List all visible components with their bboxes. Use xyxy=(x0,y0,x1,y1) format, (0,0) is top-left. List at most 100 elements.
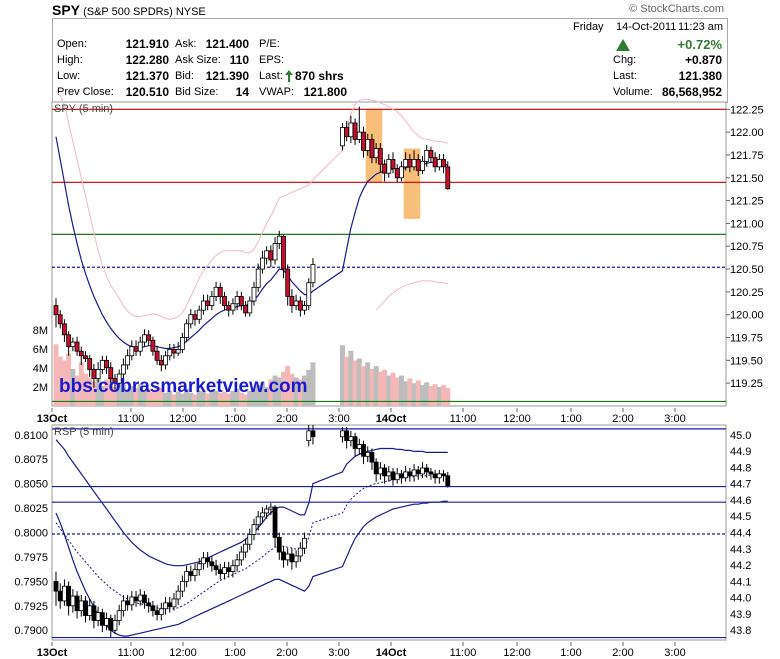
candle-body xyxy=(289,553,295,563)
volume-bar xyxy=(419,385,425,406)
volume-bar xyxy=(403,381,409,406)
candle-body xyxy=(91,605,97,621)
candle-body xyxy=(108,367,114,380)
candle-body xyxy=(356,131,362,140)
y-tick-label-right: 44.4 xyxy=(730,528,751,540)
plot-area xyxy=(51,101,727,407)
up-arrow-small-icon xyxy=(285,70,293,85)
candle-body xyxy=(192,569,198,576)
high-value: 122.280 xyxy=(125,53,169,67)
last-size-label: Last: xyxy=(259,70,283,82)
y-tick-label-left: 0.8000 xyxy=(14,528,48,540)
x-tick-label: 11:00 xyxy=(450,647,477,659)
candle-body xyxy=(209,561,215,567)
candle-body xyxy=(150,605,156,612)
volume-bar xyxy=(91,381,97,406)
volume-bar xyxy=(78,362,84,406)
y-tick-label: 121.50 xyxy=(730,173,764,185)
volume-bar xyxy=(82,373,88,406)
x-tick-label: 2:00 xyxy=(276,647,297,659)
volume-bar xyxy=(217,392,223,406)
candle-body xyxy=(104,359,109,369)
candle-body xyxy=(377,467,383,475)
candle-body xyxy=(373,148,379,159)
x-tick-label: 3:00 xyxy=(328,413,349,425)
volume-bar xyxy=(259,382,265,406)
x-tick-label: 1:00 xyxy=(224,647,245,659)
x-tick-label: 12:00 xyxy=(169,647,197,659)
candle-body xyxy=(281,551,286,561)
y-tick-label: 120.75 xyxy=(730,241,764,253)
candle-body xyxy=(209,296,215,306)
candle-body xyxy=(146,602,152,607)
candle-body xyxy=(217,286,223,297)
x-axis-top: 13Oct 11:00 12:00 1:00 2:00 3:00 14Oct 11:00 12:… xyxy=(37,408,686,425)
last-size-value: 870 shrs xyxy=(295,69,344,83)
candle-body xyxy=(74,341,80,352)
volume-bar xyxy=(108,377,114,406)
candle-body xyxy=(436,473,442,479)
candle-body xyxy=(352,436,358,449)
prev-close-label: Prev Close: xyxy=(57,86,114,98)
volume-tick-label: 4M xyxy=(33,363,48,375)
candle-body xyxy=(399,473,404,479)
volume-bar xyxy=(441,385,447,406)
candle-body xyxy=(142,594,147,604)
candle-body xyxy=(352,122,358,140)
volume-bar xyxy=(112,387,118,406)
candle-body xyxy=(420,467,425,475)
candle-body xyxy=(310,264,316,284)
candle-body xyxy=(403,159,409,168)
candle-body xyxy=(62,585,67,602)
volume-bar xyxy=(264,387,270,406)
candle-body xyxy=(260,512,265,518)
candle-body xyxy=(196,563,202,571)
volume-bar xyxy=(53,344,59,406)
volume-bar xyxy=(66,353,72,406)
volume-bar xyxy=(310,362,316,406)
candle-body xyxy=(348,122,354,138)
candle-body xyxy=(154,350,160,361)
volume-bar xyxy=(222,391,227,406)
candle-body xyxy=(340,127,345,147)
candle-body xyxy=(445,475,451,486)
volume-bar xyxy=(125,388,131,406)
volume-bar xyxy=(272,375,278,406)
volume-bar xyxy=(251,387,257,406)
candle-body xyxy=(268,250,274,261)
candle-body xyxy=(356,444,362,449)
candle-body xyxy=(184,571,189,582)
candle-body xyxy=(340,430,345,438)
brand-logo[interactable]: © StockCharts.com xyxy=(629,3,724,15)
volume-bar xyxy=(289,373,295,406)
candle-body xyxy=(289,296,295,306)
candle-body xyxy=(293,300,299,306)
candle-body xyxy=(196,309,202,320)
bid-size-value: 14 xyxy=(235,85,249,99)
candle-body xyxy=(297,547,303,557)
volume-bar xyxy=(179,393,185,406)
candle-body xyxy=(188,314,194,325)
volume-bar xyxy=(57,356,63,406)
x-tick-label: 3:00 xyxy=(664,413,685,425)
candle-body xyxy=(281,235,286,270)
volume-bar xyxy=(415,380,421,406)
candle-body xyxy=(407,159,413,168)
x-axis-bottom: 13Oct 11:00 12:00 1:00 2:00 3:00 14Oct 11:00 12:… xyxy=(37,642,686,659)
x-tick-label: 2:00 xyxy=(612,647,633,659)
volume-bar xyxy=(280,371,286,406)
volume-bar xyxy=(213,390,219,406)
candle-body xyxy=(83,600,88,616)
volume-bar xyxy=(297,379,303,406)
candle-body xyxy=(179,337,185,350)
candle-body xyxy=(99,359,105,370)
quote-day: Friday xyxy=(573,21,604,33)
x-tick-label: 11:00 xyxy=(118,647,145,659)
candle-body xyxy=(424,149,430,162)
rsp-panel: RSP (5 min) 0.7900 0.7925 0.7950 0.7975 0.800… xyxy=(14,424,751,641)
x-tick-label: 11:00 xyxy=(118,413,145,425)
volume-bar xyxy=(150,391,156,406)
volume-bar xyxy=(200,391,206,406)
lower-band-line xyxy=(55,500,448,637)
y-tick-label-left: 0.8100 xyxy=(14,430,48,442)
